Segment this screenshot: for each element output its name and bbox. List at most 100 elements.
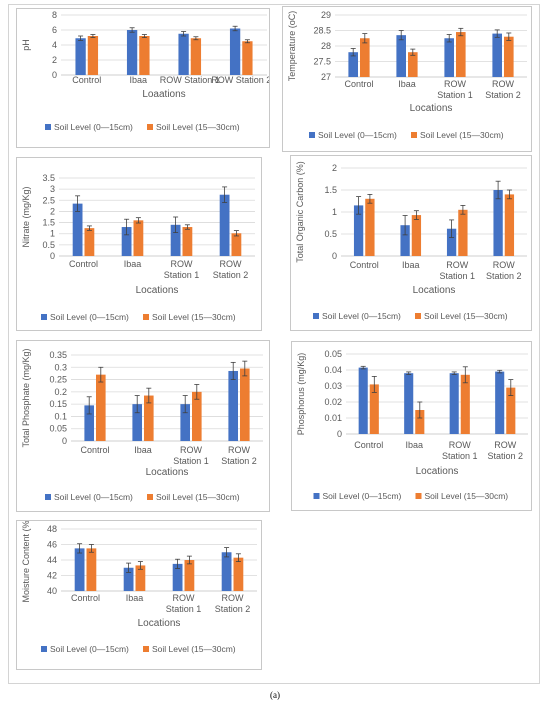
x-axis-label: Locations xyxy=(410,103,453,114)
bar-row-station-2-soil-15-30cm xyxy=(231,233,242,256)
y-axis-label: Phosphorus (mg/Kg) xyxy=(296,353,306,436)
legend-swatch xyxy=(45,494,51,500)
x-tick-label: ROW xyxy=(444,79,467,89)
bar-control-soil-15-30cm xyxy=(84,228,95,256)
legend-label: Soil Level (15—30cm) xyxy=(156,492,240,502)
bar-row-station-1-soil-0-15cm xyxy=(178,33,189,75)
y-tick-label: 2.5 xyxy=(42,195,55,205)
bar-ibaa-soil-15-30cm xyxy=(408,52,418,77)
x-tick-label: Ibaa xyxy=(124,259,142,269)
x-tick-label: Station 1 xyxy=(442,451,478,461)
chart-svg: 27 27.5 28 28.5 29 Temperature (oC) Control Iba… xyxy=(287,10,527,140)
bar-row-station-1-soil-15-30cm xyxy=(456,32,466,77)
x-tick-label: Station 1 xyxy=(166,604,202,614)
bar-row-station-1-soil-15-30cm xyxy=(460,374,470,434)
x-tick-label: ROW xyxy=(220,259,243,269)
bar-row-station-1-soil-15-30cm xyxy=(184,560,195,591)
x-tick-label: Station 2 xyxy=(486,271,522,281)
x-axis-label: Locations xyxy=(136,285,179,296)
x-tick-label: Ibaa xyxy=(134,445,152,455)
bar-ibaa-soil-0-15cm xyxy=(404,373,414,434)
legend-label: Soil Level (0—15cm) xyxy=(322,311,401,321)
bar-row-station-1-soil-15-30cm xyxy=(190,38,202,75)
y-tick-label: 44 xyxy=(47,555,57,565)
x-tick-label: Control xyxy=(71,593,100,603)
x-tick-label: Control xyxy=(344,79,373,89)
legend-swatch xyxy=(41,314,47,320)
y-tick-label: 0.25 xyxy=(49,375,67,385)
legend-swatch xyxy=(143,646,149,652)
bar-control-soil-15-30cm xyxy=(360,38,370,77)
bar-row-station-2-soil-0-15cm xyxy=(219,194,230,256)
bar-row-station-1-soil-15-30cm xyxy=(182,227,193,256)
legend-swatch xyxy=(411,132,417,138)
y-tick-label: 0.02 xyxy=(324,397,342,407)
organic-carbon-chart-panel: 0 0.5 1 1.5 2 Total Organic Carbon (%) Control… xyxy=(290,155,532,331)
legend-swatch xyxy=(313,493,320,499)
bar-ibaa-soil-15-30cm xyxy=(144,395,154,441)
x-tick-label: ROW xyxy=(173,593,196,603)
y-tick-label: 28 xyxy=(321,41,331,51)
bar-control-soil-0-15cm xyxy=(358,367,368,434)
chart-svg: 40 42 44 46 48 Moisture Content (%) Control Iba… xyxy=(21,521,257,654)
legend-label: Soil Level (15—30cm) xyxy=(152,312,236,322)
legend-label: Soil Level (0—15cm) xyxy=(50,312,129,322)
legend-label: Soil Level (15—30cm) xyxy=(156,122,240,132)
y-tick-label: 0.5 xyxy=(324,229,337,239)
bar-row-station-2-soil-15-30cm xyxy=(233,557,244,591)
y-axis-label: Temperature (oC) xyxy=(287,11,297,82)
y-tick-label: 0.03 xyxy=(324,381,342,391)
x-tick-label: Control xyxy=(72,75,101,85)
y-tick-label: 8 xyxy=(52,10,57,20)
x-tick-label: ROW Station 1 xyxy=(160,75,220,85)
y-tick-label: 3.5 xyxy=(42,173,55,183)
bar-ibaa-soil-0-15cm xyxy=(126,30,138,75)
y-tick-label: 0.15 xyxy=(49,399,67,409)
x-tick-label: Station 2 xyxy=(487,451,523,461)
x-tick-label: ROW xyxy=(171,259,194,269)
bar-ibaa-soil-15-30cm xyxy=(415,410,425,434)
y-tick-label: 0 xyxy=(332,251,337,261)
x-tick-label: ROW xyxy=(449,440,472,450)
phosphorus-chart-panel: 0 0.01 0.02 0.03 0.04 0.05 Phosphorus (mg/Kg) C… xyxy=(291,341,532,511)
x-axis-label: Locations xyxy=(146,467,189,478)
bar-row-station-1-soil-0-15cm xyxy=(172,563,183,591)
x-tick-label: Control xyxy=(350,260,379,270)
y-tick-label: 0.05 xyxy=(49,424,67,434)
bar-control-soil-15-30cm xyxy=(86,548,97,591)
y-tick-label: 1.5 xyxy=(324,185,337,195)
bar-ibaa-soil-15-30cm xyxy=(139,36,150,75)
chart-svg: 0 0.01 0.02 0.03 0.04 0.05 Phosphorus (mg/Kg) C… xyxy=(296,349,528,501)
y-tick-label: 27.5 xyxy=(313,57,331,67)
bar-row-station-2-soil-15-30cm xyxy=(240,368,250,441)
moisture-chart-panel: 40 42 44 46 48 Moisture Content (%) Control Iba… xyxy=(16,520,262,670)
x-tick-label: Station 2 xyxy=(213,270,249,280)
y-tick-label: 0 xyxy=(52,70,57,80)
bar-ibaa-soil-15-30cm xyxy=(411,215,422,256)
y-tick-label: 0 xyxy=(337,429,342,439)
x-tick-label: ROW xyxy=(180,445,203,455)
bar-row-station-2-soil-0-15cm xyxy=(221,552,232,591)
legend-label: Soil Level (15—30cm) xyxy=(425,491,509,501)
y-tick-label: 40 xyxy=(47,586,57,596)
bar-row-station-1-soil-15-30cm xyxy=(192,391,202,441)
y-tick-label: 2 xyxy=(52,55,57,65)
x-tick-label: Station 1 xyxy=(437,90,473,100)
chart-svg: 00.511.5 22.533.5 Nitrate (mg/Kg) Control Ib… xyxy=(21,173,255,322)
bar-ibaa-soil-0-15cm xyxy=(396,35,406,77)
y-tick-label: 1 xyxy=(50,229,55,239)
legend-swatch xyxy=(415,493,422,499)
legend-swatch xyxy=(143,314,149,320)
x-axis-label: Locations xyxy=(416,466,459,477)
y-tick-label: 46 xyxy=(47,540,57,550)
bar-control-soil-0-15cm xyxy=(84,405,94,441)
bar-ibaa-soil-0-15cm xyxy=(400,225,410,256)
bar-control-soil-15-30cm xyxy=(365,198,375,256)
x-tick-label: ROW Station 2 xyxy=(211,75,269,85)
legend-label: Soil Level (15—30cm) xyxy=(420,130,504,140)
y-tick-label: 0.5 xyxy=(42,240,55,250)
y-tick-label: 6 xyxy=(52,25,57,35)
legend-label: Soil Level (0—15cm) xyxy=(323,491,402,501)
legend-label: Soil Level (15—30cm) xyxy=(152,644,236,654)
legend-swatch xyxy=(415,313,421,319)
